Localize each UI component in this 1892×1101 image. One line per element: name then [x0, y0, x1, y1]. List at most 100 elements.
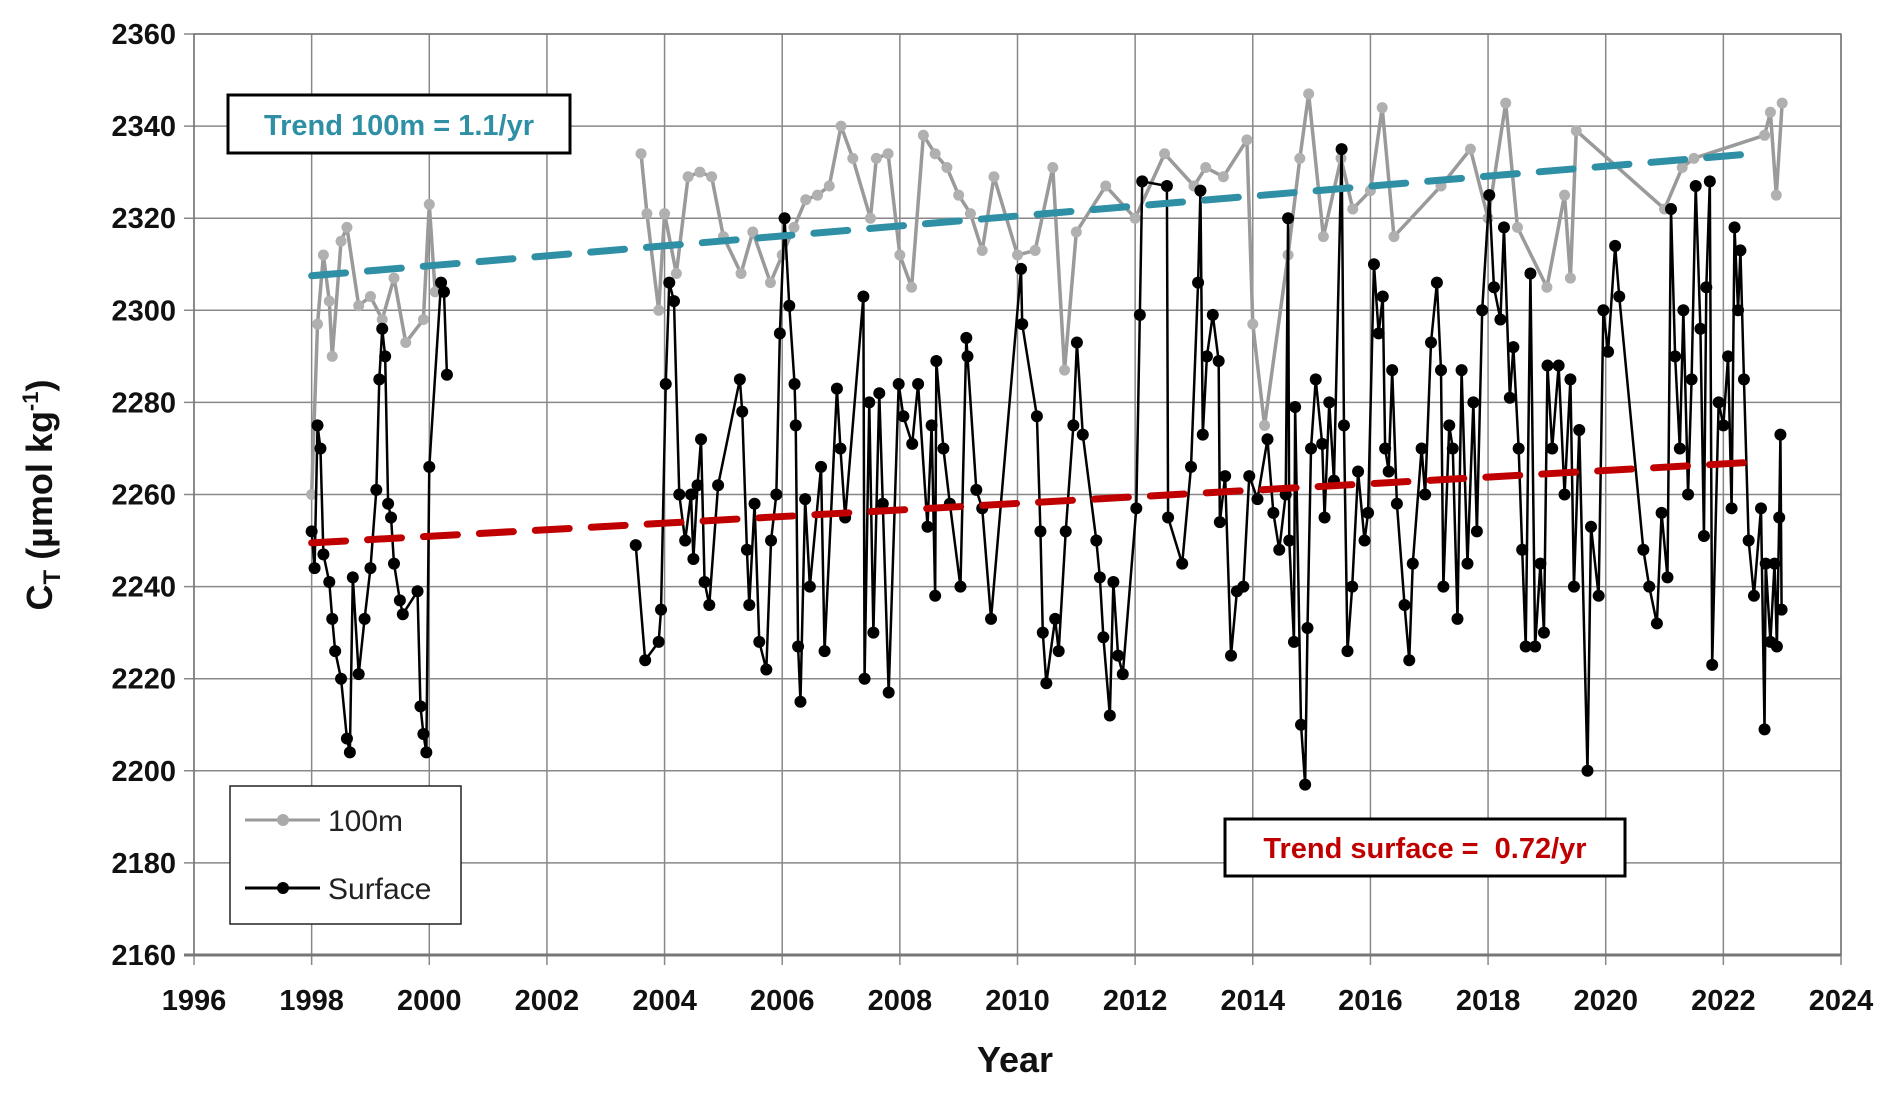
data-point-surface [794, 695, 807, 708]
data-point-surface [1267, 506, 1280, 519]
data-point-surface [1564, 373, 1577, 386]
data-point-surface [1067, 419, 1080, 432]
data-point-surface [1503, 391, 1516, 404]
data-point-surface [712, 479, 725, 492]
data-point-100m [1047, 162, 1059, 174]
y-tick-label: 2180 [111, 848, 176, 880]
x-tick-label: 2006 [750, 985, 815, 1017]
data-point-surface [695, 433, 708, 446]
trend-line-100m [308, 150, 1757, 280]
data-point-surface [1194, 184, 1207, 197]
data-point-surface [799, 493, 812, 506]
data-point-100m [429, 286, 441, 298]
x-tick-label: 1998 [279, 985, 344, 1017]
data-point-surface [1732, 304, 1745, 317]
data-point-surface [335, 672, 348, 685]
data-point-surface [1133, 308, 1146, 321]
data-point-surface [1289, 401, 1302, 414]
data-point-surface [1700, 281, 1713, 294]
data-point-surface [1703, 175, 1716, 188]
data-point-surface [960, 331, 973, 344]
data-point-surface [1558, 488, 1571, 501]
data-point-surface [740, 543, 753, 556]
data-point-surface [1758, 723, 1771, 736]
data-point-surface [1737, 373, 1750, 386]
data-point-100m [1029, 244, 1041, 256]
data-point-100m [764, 277, 776, 289]
data-point-surface [1323, 396, 1336, 409]
trend-100m-label: Trend 100m = 1.1/yr [264, 110, 534, 142]
tick-labels: 1996 1998 2000 2002 2004 2006 2008 2010 2012 2014… [111, 19, 1873, 1017]
data-point-surface [1650, 617, 1663, 630]
y-tick-label: 2340 [111, 111, 176, 143]
legend-marker-100m [277, 814, 289, 826]
data-point-surface [1734, 244, 1747, 257]
data-point-surface [1669, 350, 1682, 363]
data-point-surface [1261, 433, 1274, 446]
data-point-surface [753, 635, 766, 648]
data-point-surface [1774, 428, 1787, 441]
data-point-surface [736, 405, 749, 418]
data-point-surface [1494, 313, 1507, 326]
data-point-surface [379, 350, 392, 363]
y-tick-label: 2300 [111, 295, 176, 327]
data-point-surface [1403, 654, 1416, 667]
data-point-surface [765, 534, 778, 547]
data-point-surface [1643, 580, 1656, 593]
data-point-100m [694, 166, 706, 178]
data-point-surface [1318, 511, 1331, 524]
data-point-surface [1483, 189, 1496, 202]
data-point-100m [1464, 143, 1476, 155]
legend-marker-surface [277, 882, 289, 894]
data-point-100m [812, 189, 824, 201]
data-point-surface [1358, 534, 1371, 547]
data-point-surface [1299, 778, 1312, 791]
x-axis-title: Year [977, 1039, 1053, 1080]
data-point-surface [1430, 276, 1443, 289]
data-point-100m [400, 337, 412, 349]
data-point-surface [323, 575, 336, 588]
data-point-surface [420, 746, 433, 759]
data-point-surface [1775, 603, 1788, 616]
data-point-surface [663, 276, 676, 289]
data-point-100m [1159, 148, 1171, 160]
data-point-surface [396, 608, 409, 621]
data-point-surface [921, 520, 934, 533]
data-point-100m [823, 180, 835, 192]
data-point-100m [941, 162, 953, 174]
data-point-surface [1287, 635, 1300, 648]
data-point-surface [1768, 557, 1781, 570]
data-point-100m [917, 129, 929, 141]
data-point-surface [687, 552, 700, 565]
data-point-100m [1559, 189, 1571, 201]
data-point-surface [748, 497, 761, 510]
data-point-surface [343, 746, 356, 759]
data-point-surface [1661, 571, 1674, 584]
data-point-surface [1581, 764, 1594, 777]
data-point-surface [1016, 318, 1029, 331]
data-point-surface [1130, 502, 1143, 515]
data-point-100m [864, 212, 876, 224]
data-point-surface [1717, 419, 1730, 432]
data-point-100m [1294, 152, 1306, 164]
data-point-surface [1225, 649, 1238, 662]
data-point-surface [1685, 373, 1698, 386]
data-point-surface [1090, 534, 1103, 547]
y-tick-label: 2280 [111, 387, 176, 419]
data-point-surface [1273, 543, 1286, 556]
y-tick-label: 2240 [111, 572, 176, 604]
data-point-100m [735, 267, 747, 279]
data-point-surface [1665, 202, 1678, 215]
data-point-surface [929, 589, 942, 602]
data-point-surface [1470, 525, 1483, 538]
data-point-surface [937, 442, 950, 455]
data-point-surface [873, 387, 886, 400]
data-point-100m [882, 148, 894, 160]
data-point-100m [1247, 318, 1259, 330]
data-point-100m [1688, 152, 1700, 164]
data-point-surface [1673, 442, 1686, 455]
data-point-surface [1534, 557, 1547, 570]
data-point-surface [314, 442, 327, 455]
x-tick-label: 1996 [162, 985, 227, 1017]
